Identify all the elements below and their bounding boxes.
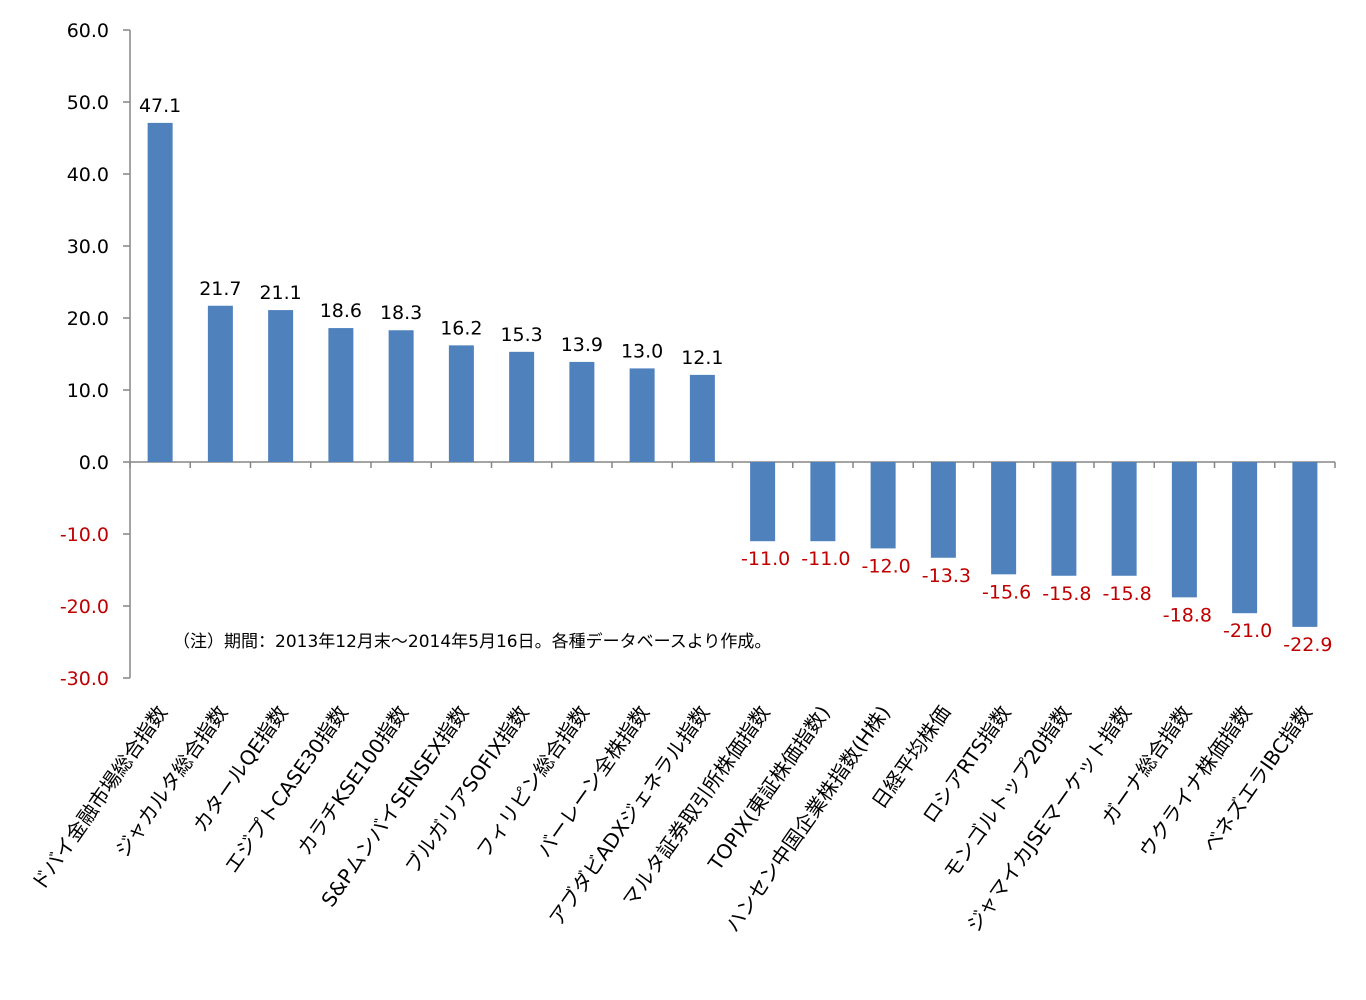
bar bbox=[388, 330, 414, 462]
data-label: 12.1 bbox=[681, 347, 723, 369]
category-label: カラチKSE100指数 bbox=[292, 701, 413, 859]
y-tick-label: -10.0 bbox=[60, 524, 109, 546]
category-label: バーレーン全株指数 bbox=[532, 701, 654, 861]
bar bbox=[328, 328, 354, 462]
chart-note: （注）期間：2013年12月末～2014年5月16日。各種データベースより作成。 bbox=[173, 631, 771, 652]
bar bbox=[991, 462, 1017, 575]
bar bbox=[509, 351, 535, 462]
bar bbox=[870, 462, 896, 549]
category-labels: ドバイ金融市場総合指数ジャカルタ総合指数カタールQE指数エジプトCASE30指数… bbox=[26, 701, 1317, 936]
y-tick-label: -20.0 bbox=[60, 596, 109, 618]
data-label: -18.8 bbox=[1163, 604, 1212, 626]
bar bbox=[810, 462, 836, 542]
data-label: 16.2 bbox=[440, 317, 482, 339]
bar bbox=[930, 462, 956, 558]
data-label: 21.7 bbox=[199, 278, 241, 300]
bar bbox=[629, 368, 655, 462]
bar bbox=[689, 374, 715, 462]
data-labels: 47.1 21.7 21.1 18.6 18.3 16.2 15.3 13.9 13.0 12.1… bbox=[139, 95, 1332, 656]
data-label: 18.3 bbox=[380, 302, 422, 324]
bars bbox=[147, 122, 1318, 627]
data-label: -22.9 bbox=[1283, 634, 1332, 656]
data-label: -21.0 bbox=[1223, 620, 1272, 642]
category-label: フィリピン総合指数 bbox=[471, 701, 594, 862]
data-label: -15.8 bbox=[1042, 583, 1091, 605]
data-label: -13.3 bbox=[922, 565, 971, 587]
y-tick-label: 20.0 bbox=[67, 308, 109, 330]
bar bbox=[268, 310, 294, 462]
data-label: 18.6 bbox=[320, 300, 362, 322]
data-label: 15.3 bbox=[500, 324, 542, 346]
data-label: 21.1 bbox=[259, 282, 301, 304]
category-label: ジャカルタ総合指数 bbox=[110, 701, 232, 861]
data-label: 13.0 bbox=[621, 340, 663, 362]
y-tick-label: 40.0 bbox=[67, 164, 109, 186]
data-label: -15.6 bbox=[982, 581, 1031, 603]
bar bbox=[1232, 462, 1258, 614]
data-label: -15.8 bbox=[1103, 583, 1152, 605]
y-tick-label: -30.0 bbox=[60, 668, 109, 690]
bar bbox=[207, 305, 233, 462]
y-tick-label: 50.0 bbox=[67, 92, 109, 114]
y-tick-label: 30.0 bbox=[67, 236, 109, 258]
y-tick-label: 60.0 bbox=[67, 20, 109, 42]
bar bbox=[1111, 462, 1137, 576]
bar bbox=[448, 345, 474, 462]
data-label: -12.0 bbox=[862, 555, 911, 577]
bar bbox=[1292, 462, 1318, 627]
y-tick-label: 10.0 bbox=[67, 380, 109, 402]
data-label: -11.0 bbox=[801, 548, 850, 570]
bar bbox=[1171, 462, 1197, 598]
category-label: ウクライナ株価指数 bbox=[1134, 701, 1257, 862]
data-label: 13.9 bbox=[561, 334, 603, 356]
y-tick-label: 0.0 bbox=[79, 452, 109, 474]
bar bbox=[1051, 462, 1077, 576]
bar bbox=[750, 462, 776, 542]
category-label: ベネズエラIBC指数 bbox=[1198, 701, 1317, 857]
bar bbox=[569, 361, 595, 462]
data-label: 47.1 bbox=[139, 95, 181, 117]
bar bbox=[147, 122, 173, 462]
data-label: -11.0 bbox=[741, 548, 790, 570]
